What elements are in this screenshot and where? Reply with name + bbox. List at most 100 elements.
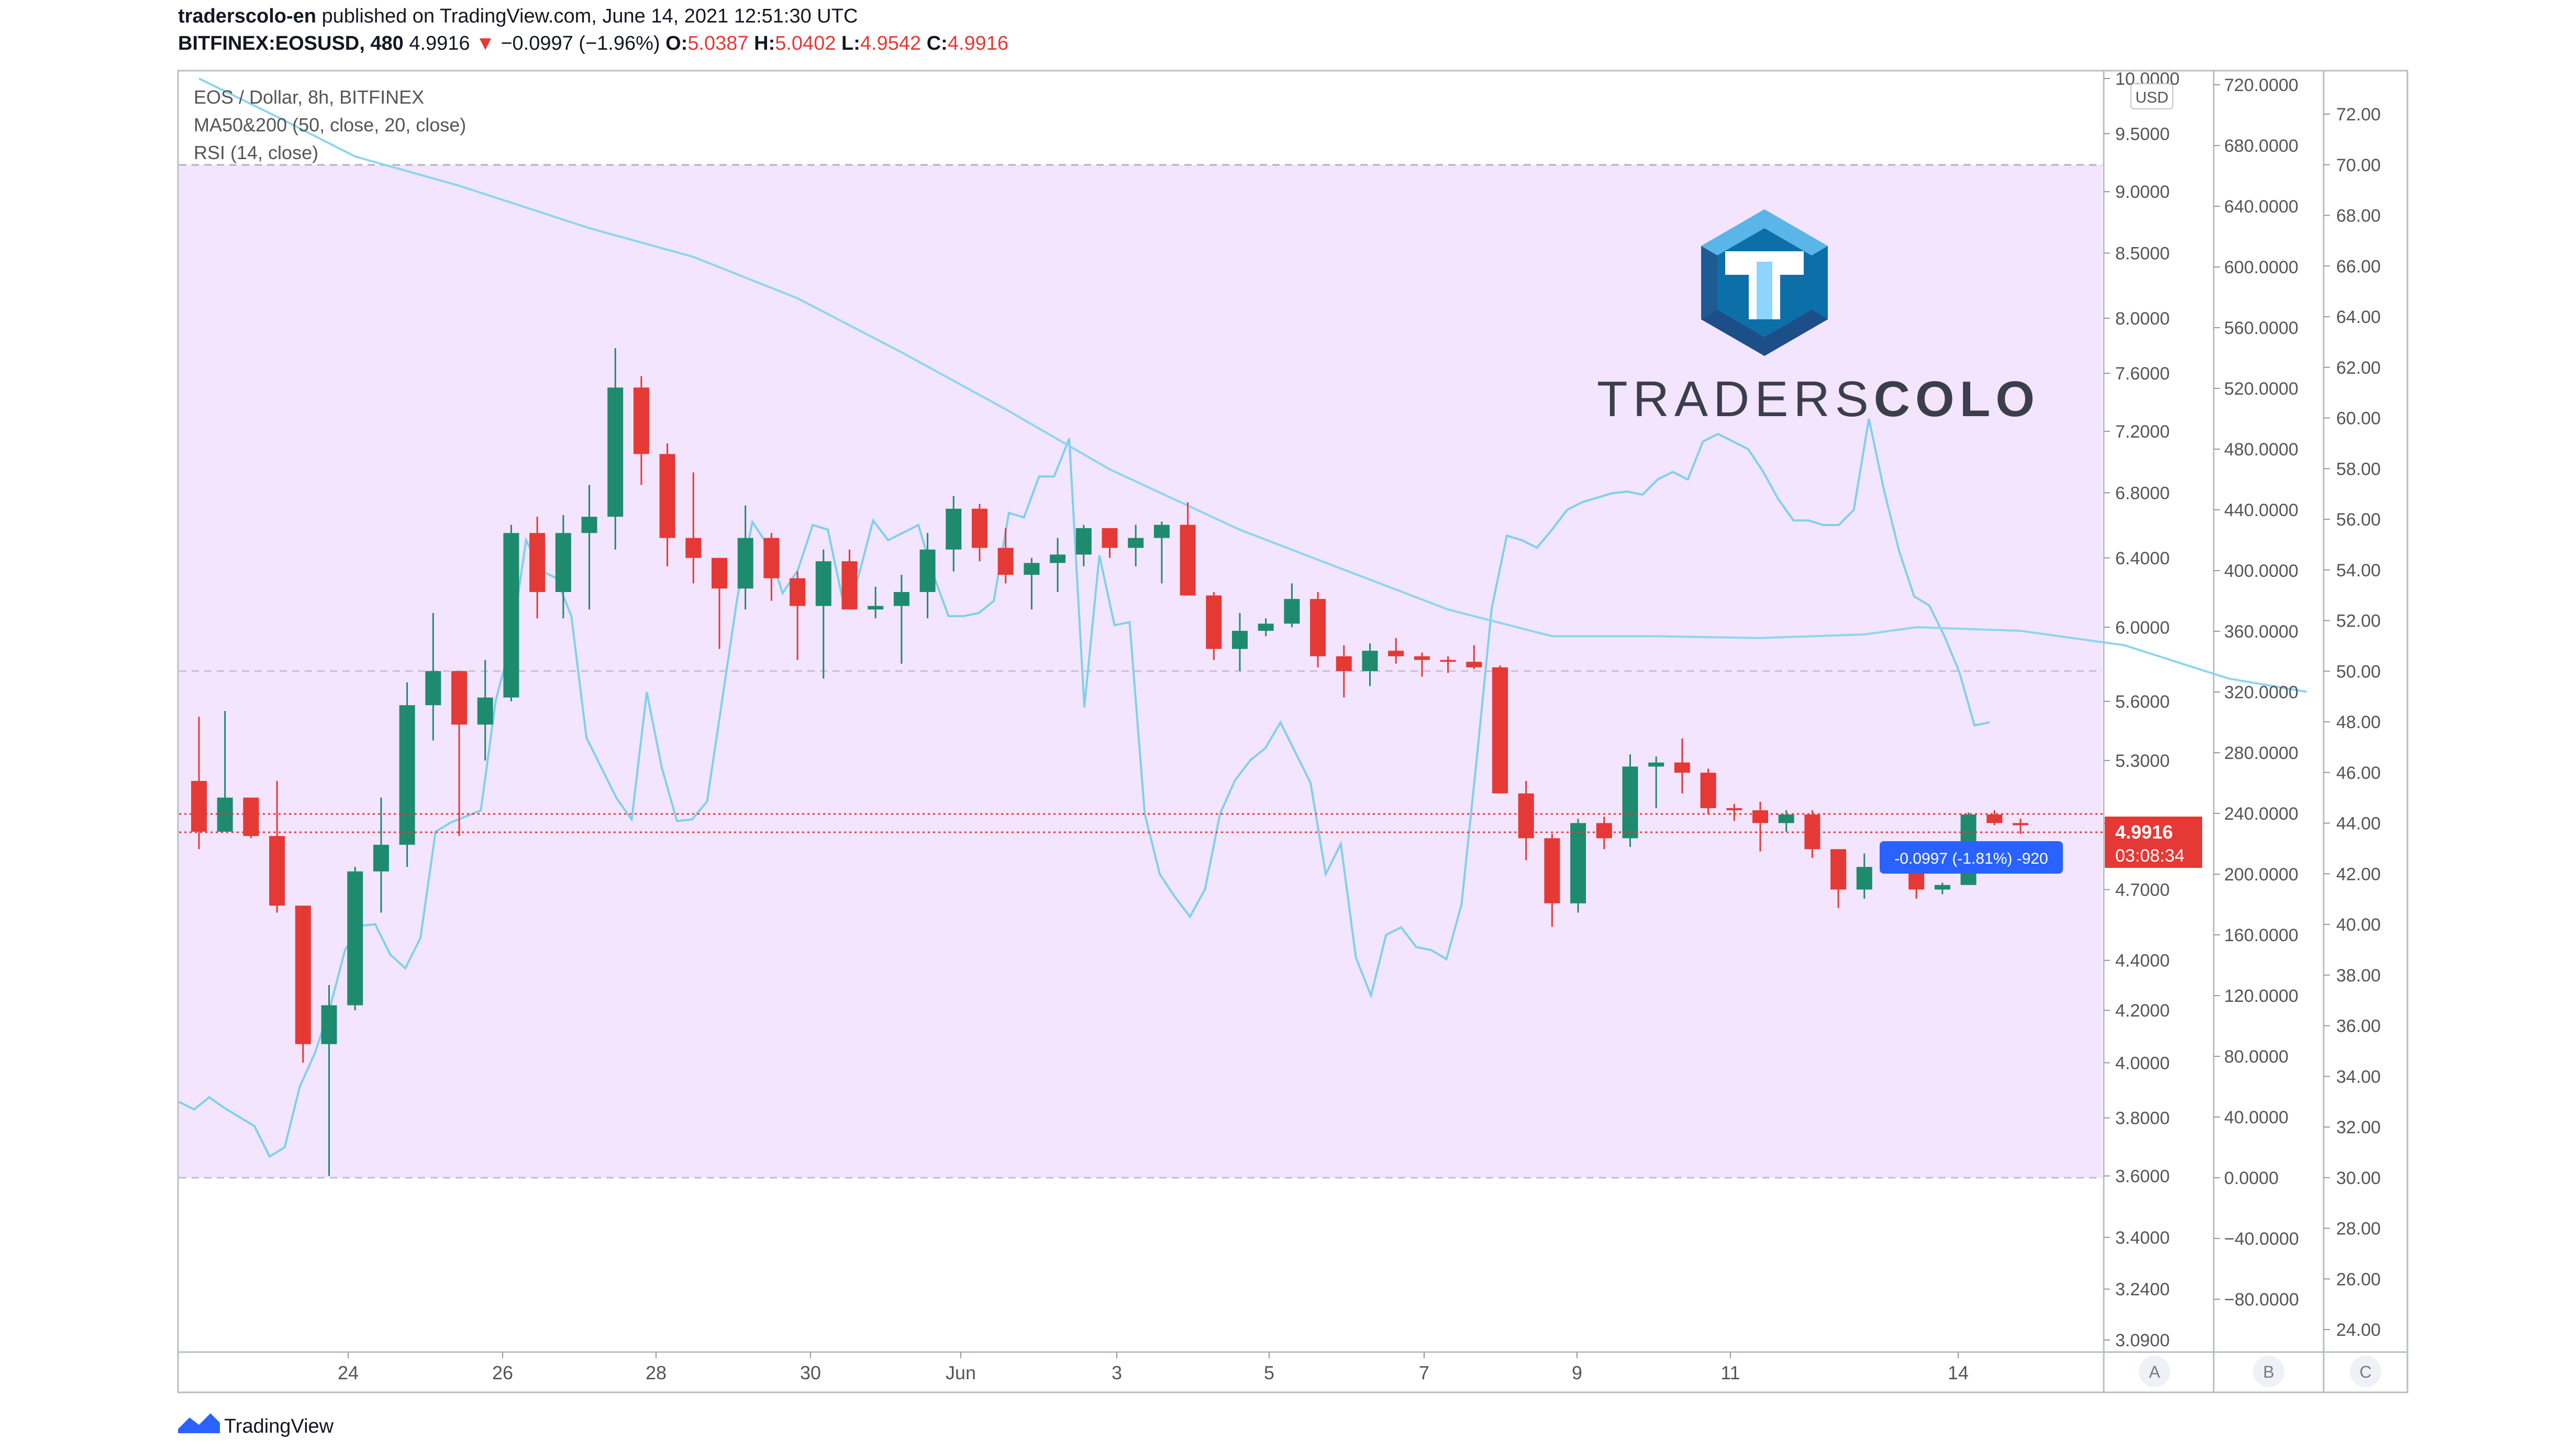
candle-body <box>1232 631 1248 649</box>
candle-body <box>1362 651 1378 672</box>
plot-border <box>177 70 2408 1393</box>
axis-c-tick-label: 72.00 <box>2336 105 2381 125</box>
price-tick-label: 6.0000 <box>2115 618 2170 638</box>
axis-c-tick-label: 62.00 <box>2336 358 2381 378</box>
watermark-brand: TRADERSCOLO <box>1597 371 2040 427</box>
axis-b-tick-label: 40.0000 <box>2224 1108 2289 1128</box>
candles <box>191 348 2028 1176</box>
symbol-label[interactable]: BITFINEX:EOSUSD, 480 <box>178 32 404 54</box>
axis-b-tick-label: 0.0000 <box>2224 1168 2279 1188</box>
down-arrow-icon: ▼ <box>475 32 495 54</box>
axis-b-tick-label: 400.0000 <box>2224 561 2299 581</box>
candle-body <box>529 533 546 592</box>
axis-c[interactable]: 72.00 70.00 68.00 66.00 64.00 62.00 60.00 58.00… <box>2324 105 2381 1340</box>
candle-body <box>1492 667 1508 794</box>
axis-c-tick-label: 46.00 <box>2336 763 2381 783</box>
axis-c-button[interactable] <box>2350 1356 2381 1387</box>
axis-b-tick-label: 720.0000 <box>2224 75 2299 95</box>
axis-b-tick-label: −80.0000 <box>2224 1290 2299 1310</box>
currency-badge[interactable] <box>2130 83 2173 109</box>
time-tick-label: 7 <box>1419 1362 1429 1383</box>
time-tick-label: 14 <box>1948 1362 1969 1383</box>
time-tick-label: Jun <box>946 1362 976 1383</box>
publisher-line: traderscolo-en published on TradingView.… <box>178 5 858 28</box>
candle-body <box>1102 528 1118 548</box>
candle-body <box>712 557 727 589</box>
publisher-name[interactable]: traderscolo-en <box>178 5 316 27</box>
axis-b-tick-label: 600.0000 <box>2224 258 2299 277</box>
candle-body <box>997 548 1014 575</box>
axis-a-button[interactable] <box>2139 1356 2170 1387</box>
axis-c-tick-label: 26.00 <box>2336 1269 2381 1289</box>
legend-ma[interactable]: MA50&200 (50, close, 20, close) <box>194 114 467 136</box>
candle-body <box>295 906 311 1044</box>
price-tick-label: 8.0000 <box>2115 309 2170 329</box>
candle-body <box>868 606 884 610</box>
legend-title[interactable]: EOS / Dollar, 8h, BITFINEX <box>194 86 425 108</box>
axis-b-button[interactable] <box>2253 1356 2284 1387</box>
candle-body <box>555 533 571 592</box>
axis-b-tick-label: 680.0000 <box>2224 136 2299 156</box>
candle-body <box>1804 814 1820 850</box>
axis-b-tick-label: 80.0000 <box>2224 1047 2289 1067</box>
price-tick-label: 6.4000 <box>2115 549 2170 568</box>
candle-body <box>1778 814 1794 823</box>
candle-body <box>1310 599 1326 656</box>
candle-body <box>321 1005 337 1044</box>
candle-body <box>1440 660 1456 662</box>
low-value: 4.9542 <box>860 32 921 54</box>
close-label: C: <box>926 32 948 54</box>
price-tick-label: 6.8000 <box>2115 483 2170 503</box>
time-axis[interactable]: 24 26 28 30 Jun 3 5 7 9 11 14 <box>338 1352 1969 1383</box>
axis-c-tick-label: 56.00 <box>2336 510 2381 530</box>
time-tick-label: 11 <box>1720 1362 1740 1383</box>
axis-c-tick-label: 50.00 <box>2336 662 2381 682</box>
price-tick-label: 3.2400 <box>2115 1280 2170 1300</box>
axis-c-tick-label: 38.00 <box>2336 966 2381 986</box>
candle-body <box>1674 762 1690 773</box>
candle-body <box>946 508 962 550</box>
candle-body <box>1752 810 1768 823</box>
axis-b-tick-label: 640.0000 <box>2224 197 2299 217</box>
axis-c-tick-label: 64.00 <box>2336 307 2381 327</box>
candle-body <box>451 671 467 725</box>
footer-brand[interactable]: TradingView <box>224 1415 334 1437</box>
candle-body <box>1986 814 2003 823</box>
candle-body <box>1024 563 1040 575</box>
candle-body <box>1466 662 1482 667</box>
legend-rsi[interactable]: RSI (14, close) <box>194 142 319 163</box>
candle-body <box>1934 885 1950 890</box>
axis-c-tick-label: 30.00 <box>2336 1168 2381 1188</box>
axis-c-tick-label: 28.00 <box>2336 1219 2381 1239</box>
candle-body <box>893 591 909 606</box>
axis-c-tick-label: 52.00 <box>2336 611 2381 631</box>
candle-body <box>1622 766 1638 839</box>
last-price-badge-value: 4.9916 <box>2115 821 2173 843</box>
high-label: H: <box>754 32 775 54</box>
candle-body <box>503 533 519 698</box>
measure-tooltip-text: -0.0997 (-1.81%) -920 <box>1894 850 2048 867</box>
axis-a-letter: A <box>2149 1363 2160 1381</box>
candle-body <box>1544 838 1560 903</box>
candle-body <box>2013 823 2028 825</box>
price-tick-label: 7.6000 <box>2115 364 2170 384</box>
axis-b[interactable]: 720.0000 680.0000 640.0000 600.0000 560.0000… <box>2214 75 2299 1310</box>
price-axis[interactable]: 10.00009.50009.00008.50008.00007.60007.2… <box>2104 69 2180 1350</box>
candle-body <box>659 454 675 538</box>
countdown-value: 03:08:34 <box>2115 846 2184 866</box>
axis-b-tick-label: 320.0000 <box>2224 683 2299 702</box>
axis-c-tick-label: 68.00 <box>2336 206 2381 226</box>
price-tick-label: 4.7000 <box>2115 880 2170 900</box>
symbol-line: BITFINEX:EOSUSD, 480 4.9916 ▼ −0.0997 (−… <box>178 32 1008 55</box>
candle-body <box>191 780 207 832</box>
tradingview-logo-icon[interactable] <box>178 1413 220 1433</box>
time-tick-label: 5 <box>1264 1362 1274 1383</box>
price-tick-label: 7.2000 <box>2115 422 2170 442</box>
candle-body <box>1180 524 1196 596</box>
candle-body <box>1075 528 1092 555</box>
axis-b-tick-label: 120.0000 <box>2224 986 2299 1006</box>
price-tick-label: 9.0000 <box>2115 182 2170 202</box>
price-tick-label: 9.5000 <box>2115 124 2170 144</box>
low-label: L: <box>841 32 860 54</box>
